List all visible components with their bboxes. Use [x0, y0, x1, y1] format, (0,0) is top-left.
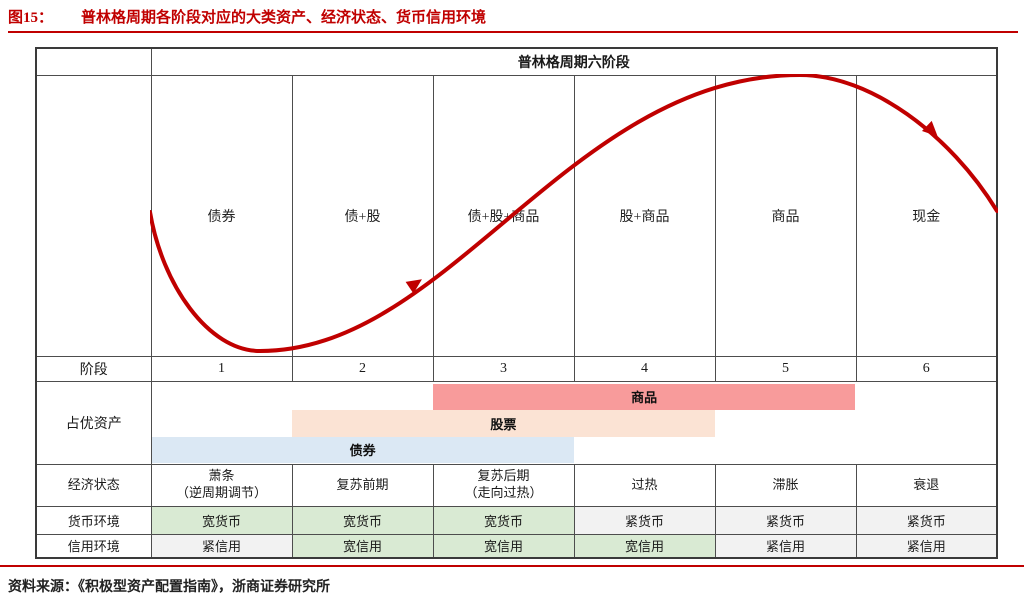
commodity-bar: 商品: [432, 383, 856, 410]
stage-row-label: 阶段: [35, 355, 152, 382]
footer-divider-line: [0, 565, 1024, 567]
stage-2: 2: [291, 355, 434, 382]
credit-row: 信用环境 紧信用 宽信用 宽信用 宽信用 紧信用 紧信用: [35, 533, 998, 559]
monetary-cell-6: 紧货币: [855, 505, 998, 535]
dominant-assets-label: 占优资产: [35, 380, 152, 465]
credit-cell-3: 宽信用: [432, 533, 575, 559]
credit-cell-5: 紧信用: [714, 533, 857, 559]
pringer-cycle-table: 普林格周期六阶段 债券 债+股 债+股+商品 股+商品 商品 现金 阶段 1 2…: [35, 47, 998, 559]
chart-col-cash: 现金: [855, 74, 998, 357]
monetary-cell-5: 紧货币: [714, 505, 857, 535]
credit-cell-6: 紧信用: [855, 533, 998, 559]
stage-row: 阶段 1 2 3 4 5 6: [35, 355, 998, 382]
title-divider-line: [8, 31, 1018, 33]
credit-cell-1: 紧信用: [150, 533, 293, 559]
stage-3: 3: [432, 355, 575, 382]
stage-1: 1: [150, 355, 293, 382]
economy-cell-6: 衰退: [855, 463, 998, 507]
dominant-assets-row: 占优资产 商品 股票 债券: [35, 380, 998, 465]
figure-title-text: 普林格周期各阶段对应的大类资产、经济状态、货币信用环境: [81, 10, 487, 26]
credit-cell-2: 宽信用: [291, 533, 434, 559]
stage-5: 5: [714, 355, 857, 382]
chart-col-commodities: 商品: [714, 74, 857, 357]
monetary-row: 货币环境 宽货币 宽货币 宽货币 紧货币 紧货币 紧货币: [35, 505, 998, 535]
stock-bar: 股票: [292, 409, 715, 437]
monetary-cell-3: 宽货币: [432, 505, 575, 535]
dominant-assets-area: 商品 股票 债券: [150, 380, 998, 465]
figure-title: 图15： 普林格周期各阶段对应的大类资产、经济状态、货币信用环境: [8, 6, 1016, 27]
cycle-table: 普林格周期六阶段 债券 债+股 债+股+商品 股+商品 商品 现金 阶段 1 2…: [35, 47, 998, 559]
stage-6: 6: [855, 355, 998, 382]
chart-empty-cell: [35, 74, 152, 357]
monetary-cell-2: 宽货币: [291, 505, 434, 535]
table-header-row: 普林格周期六阶段: [35, 47, 998, 76]
economy-cell-2: 复苏前期: [291, 463, 434, 507]
figure-number: 图15：: [8, 10, 54, 26]
monetary-row-label: 货币环境: [35, 505, 152, 535]
chart-col-stocks-commodities: 股+商品: [573, 74, 716, 357]
economy-row: 经济状态 萧条 （逆周期调节） 复苏前期 复苏后期 （走向过热） 过热 滞胀 衰退: [35, 463, 998, 507]
economy-cell-5: 滞胀: [714, 463, 857, 507]
monetary-cell-1: 宽货币: [150, 505, 293, 535]
chart-col-bonds: 债券: [150, 74, 293, 357]
credit-cell-4: 宽信用: [573, 533, 716, 559]
economy-row-label: 经济状态: [35, 463, 152, 507]
stage-4: 4: [573, 355, 716, 382]
source-note: 资料来源：《积极型资产配置指南》，浙商证券研究所: [8, 580, 330, 595]
monetary-cell-4: 紧货币: [573, 505, 716, 535]
bond-bar: 债券: [152, 436, 574, 463]
economy-cell-4: 过热: [573, 463, 716, 507]
economy-cell-3: 复苏后期 （走向过热）: [432, 463, 575, 507]
header-empty-cell: [35, 47, 152, 76]
cycle-chart-row: 债券 债+股 债+股+商品 股+商品 商品 现金: [35, 74, 998, 357]
economy-cell-1: 萧条 （逆周期调节）: [150, 463, 293, 507]
chart-col-bonds-stocks-commodities: 债+股+商品: [432, 74, 575, 357]
chart-col-bonds-stocks: 债+股: [291, 74, 434, 357]
table-header-title: 普林格周期六阶段: [150, 47, 998, 76]
credit-row-label: 信用环境: [35, 533, 152, 559]
